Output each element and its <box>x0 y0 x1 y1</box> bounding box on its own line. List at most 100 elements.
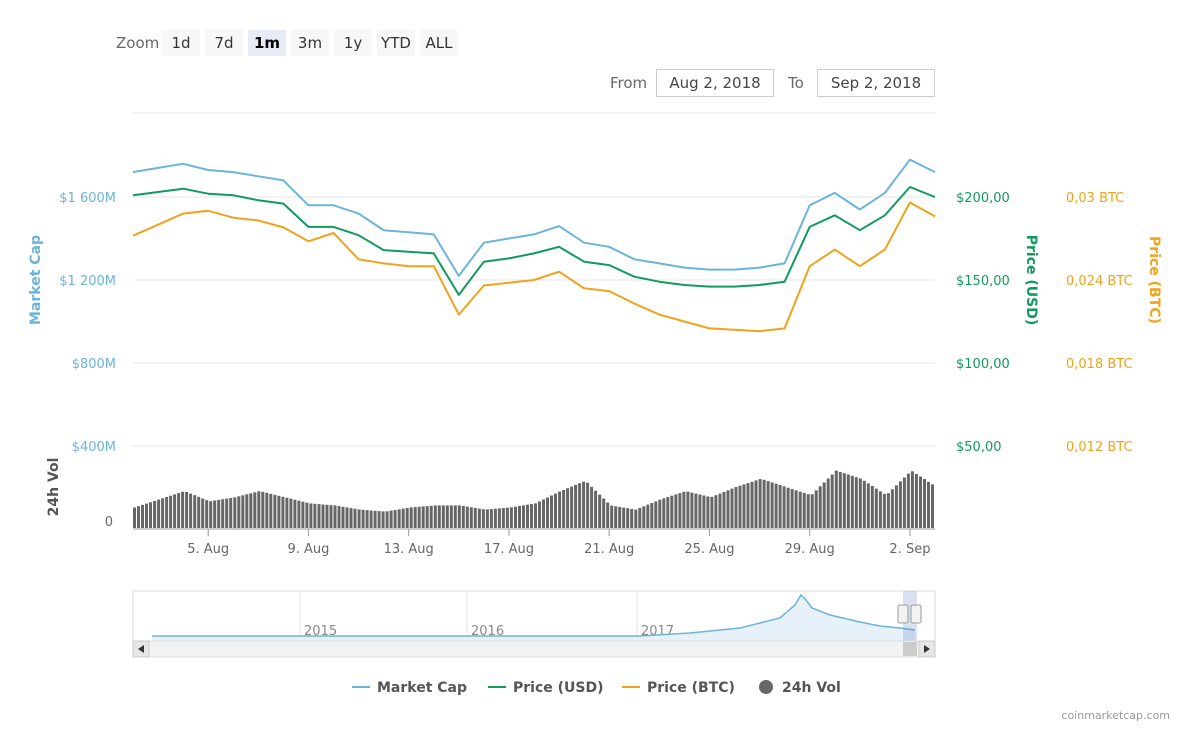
volume-bar <box>321 504 325 528</box>
volume-bar <box>257 491 261 528</box>
volume-bar <box>594 490 598 528</box>
volume-bar <box>790 489 794 528</box>
volume-bar <box>177 493 181 528</box>
volume-bar <box>249 493 253 528</box>
to-date-input[interactable]: Sep 2, 2018 <box>817 69 935 97</box>
volume-bar <box>453 505 457 528</box>
volume-bar <box>325 504 329 528</box>
volume-bar <box>445 505 449 528</box>
volume-bar <box>874 488 878 528</box>
volume-bar <box>538 501 541 528</box>
volume-bar <box>774 483 778 528</box>
volume-bar <box>389 510 393 528</box>
market-cap-tick-label: $1 600M <box>59 191 116 206</box>
volume-bar <box>562 489 566 528</box>
legend-item[interactable]: Price (USD) <box>488 680 604 696</box>
zoom-1d-button[interactable]: 1d <box>162 30 200 56</box>
volume-bar <box>225 498 229 528</box>
credits-link[interactable]: coinmarketcap.com <box>1061 709 1170 722</box>
legend-item[interactable]: Price (BTC) <box>622 680 735 696</box>
x-tick-label: 21. Aug <box>584 542 634 557</box>
volume-bar <box>890 489 894 528</box>
volume-bar <box>421 506 425 528</box>
zoom-ytd-button[interactable]: YTD <box>377 30 415 56</box>
volume-bar <box>237 496 241 528</box>
volume-bar <box>341 506 345 528</box>
usd-tick-label: $150,00 <box>956 274 1010 289</box>
market-cap-line <box>132 158 936 277</box>
zoom-1m-button[interactable]: 1m <box>248 30 286 56</box>
volume-bar <box>802 492 806 528</box>
volume-bar <box>301 501 305 528</box>
volume-bar <box>931 484 934 528</box>
volume-bar <box>894 485 898 528</box>
volume-bar <box>670 495 674 528</box>
volume-bar <box>919 476 922 528</box>
volume-bar <box>281 496 285 528</box>
zoom-7d-button[interactable]: 7d <box>205 30 243 56</box>
volume-bar <box>590 486 594 528</box>
volume-bar <box>886 493 890 528</box>
volume-bar <box>550 495 553 528</box>
market-cap-axis-title: Market Cap <box>28 235 44 325</box>
volume-bar <box>686 491 690 528</box>
volume-bar <box>834 470 838 528</box>
legend-label: Market Cap <box>377 680 467 696</box>
volume-bar <box>261 491 265 528</box>
volume-bar <box>469 507 473 528</box>
volume-bar <box>606 502 610 528</box>
volume-bar <box>217 499 221 528</box>
zoom-3m-button[interactable]: 3m <box>291 30 329 56</box>
volume-bar <box>682 491 686 528</box>
btc-axis-title: Price (BTC) <box>1146 236 1162 324</box>
volume-bar <box>702 495 706 528</box>
volume-bar <box>530 504 533 528</box>
usd-tick-label: $100,00 <box>956 357 1010 372</box>
volume-bar <box>485 509 489 528</box>
volume-bar <box>509 507 513 528</box>
volume-bar <box>826 478 830 528</box>
scrollbar-track[interactable] <box>132 640 936 658</box>
volume-bar <box>810 494 814 528</box>
volume-bar <box>626 508 630 528</box>
volume-bar <box>477 508 481 528</box>
market-cap-tick-label: $800M <box>72 357 116 372</box>
volume-bar <box>461 505 465 528</box>
legend-item[interactable]: 24h Vol <box>759 680 841 696</box>
volume-bar <box>882 493 886 528</box>
volume-bar <box>906 473 910 528</box>
volume-bar <box>734 487 738 528</box>
volume-bar <box>566 488 570 528</box>
volume-bar <box>646 504 650 528</box>
volume-bar <box>393 510 397 528</box>
volume-bar <box>413 507 417 528</box>
navigator-handle-left[interactable] <box>897 604 909 624</box>
zoom-label: Zoom <box>116 34 160 52</box>
volume-bar <box>141 504 144 528</box>
volume-bar <box>205 500 209 528</box>
price-usd-line <box>132 186 936 296</box>
zoom-1y-button[interactable]: 1y <box>334 30 372 56</box>
volume-bar <box>197 496 201 528</box>
from-date-input[interactable]: Aug 2, 2018 <box>656 69 774 97</box>
volume-bar <box>582 481 586 528</box>
volume-bar <box>501 508 505 528</box>
volume-bar <box>927 481 930 528</box>
volume-bar <box>161 498 165 528</box>
volume-bar <box>385 511 389 528</box>
price-btc-line <box>132 201 936 333</box>
legend-item[interactable]: Market Cap <box>352 680 467 696</box>
legend-label: 24h Vol <box>782 680 841 696</box>
volume-bar <box>209 501 213 528</box>
volume-bar <box>333 505 337 528</box>
zoom-all-button[interactable]: ALL <box>420 30 458 56</box>
scrollbar-thumb[interactable] <box>903 642 917 656</box>
volume-bar <box>409 507 413 528</box>
navigator-handle-right[interactable] <box>910 604 922 624</box>
volume-bar <box>902 477 906 528</box>
volume-bar <box>277 495 281 528</box>
volume-bar <box>766 481 770 528</box>
usd-tick-label: $200,00 <box>956 191 1010 206</box>
volume-bar <box>570 486 574 528</box>
volume-bar <box>642 506 646 528</box>
